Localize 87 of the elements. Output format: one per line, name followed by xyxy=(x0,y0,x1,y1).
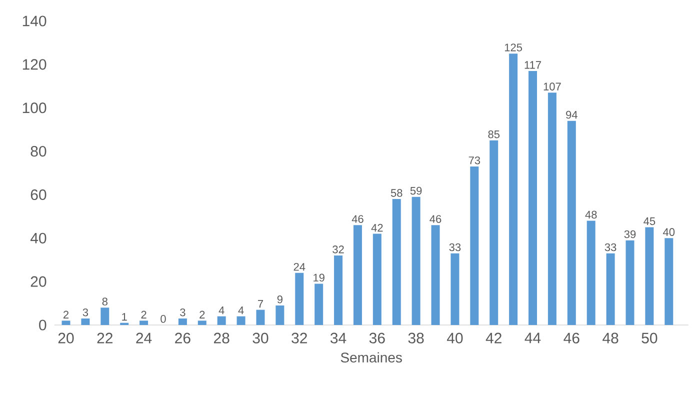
x-tick-label: 30 xyxy=(252,332,268,344)
y-tick-label: 120 xyxy=(22,59,46,70)
bar xyxy=(217,316,226,325)
x-tick-label: 24 xyxy=(136,332,152,344)
x-tick-label: 46 xyxy=(564,332,580,344)
bar xyxy=(295,272,304,325)
x-tick-label: 48 xyxy=(602,332,618,344)
data-label: 40 xyxy=(663,228,675,236)
data-label: 45 xyxy=(644,217,656,226)
data-label: 94 xyxy=(566,110,578,119)
y-tick-label: 80 xyxy=(30,146,46,157)
bar xyxy=(412,196,420,325)
bar xyxy=(645,227,654,325)
x-tick-label: 28 xyxy=(214,332,230,344)
bar xyxy=(470,166,479,325)
x-tick-label: 38 xyxy=(408,332,424,344)
y-tick-label: 140 xyxy=(22,16,46,26)
y-tick-label: 100 xyxy=(22,102,46,114)
data-label: 7 xyxy=(258,300,263,308)
data-label: 3 xyxy=(82,308,88,316)
data-label: 117 xyxy=(524,61,541,69)
bar xyxy=(372,234,382,325)
data-label: 48 xyxy=(585,210,597,219)
bar xyxy=(450,253,460,325)
bar xyxy=(626,240,634,325)
bar xyxy=(81,318,90,325)
bar xyxy=(353,225,362,325)
data-label: 3 xyxy=(180,308,186,316)
data-label: 46 xyxy=(430,215,442,223)
bar xyxy=(314,284,324,325)
bar xyxy=(100,308,110,325)
data-label: 2 xyxy=(200,310,205,318)
data-label: 2 xyxy=(63,310,69,318)
data-label: 0 xyxy=(160,315,166,323)
data-label: 19 xyxy=(314,274,324,282)
bar xyxy=(490,140,498,325)
data-label: 4 xyxy=(218,306,224,314)
x-tick-label: 20 xyxy=(58,332,74,344)
y-tick-label: 40 xyxy=(30,232,46,244)
bar xyxy=(431,225,440,325)
bar xyxy=(586,220,596,325)
x-tick-label: 22 xyxy=(97,332,112,344)
y-tick-label: 20 xyxy=(30,276,46,287)
bar xyxy=(548,92,556,325)
x-tick-label: 50 xyxy=(642,332,658,344)
x-tick-label: 42 xyxy=(486,332,502,344)
x-tick-label: 40 xyxy=(446,332,463,344)
data-label: 8 xyxy=(102,298,108,306)
y-tick-label: 60 xyxy=(30,189,46,200)
bar xyxy=(62,320,70,325)
data-label: 32 xyxy=(332,246,344,254)
x-tick-label: 26 xyxy=(175,332,190,344)
bar xyxy=(178,318,187,325)
data-label: 85 xyxy=(488,130,500,138)
x-tick-label: 34 xyxy=(330,332,346,344)
data-label: 58 xyxy=(390,189,402,197)
data-label: 42 xyxy=(371,224,383,232)
bar xyxy=(509,54,518,325)
data-label: 46 xyxy=(352,215,364,223)
data-label: 59 xyxy=(410,186,422,195)
y-tick-label: 0 xyxy=(39,320,46,330)
data-label: 33 xyxy=(604,243,616,252)
x-tick-label: 36 xyxy=(369,332,385,344)
bar xyxy=(606,253,615,325)
data-label: 2 xyxy=(141,310,146,318)
bar xyxy=(334,256,343,325)
bar xyxy=(276,305,284,325)
bar xyxy=(140,320,148,325)
bar xyxy=(392,199,401,325)
data-label: 9 xyxy=(277,295,282,304)
data-label: 1 xyxy=(122,313,127,321)
x-axis-title: Semaines xyxy=(340,352,402,363)
x-tick-label: 44 xyxy=(524,332,541,344)
bar xyxy=(236,316,246,325)
data-label: 33 xyxy=(449,243,461,252)
bar xyxy=(198,320,206,325)
data-label: 39 xyxy=(624,230,636,238)
data-label: 24 xyxy=(294,262,306,271)
bar xyxy=(256,310,265,325)
data-label: 125 xyxy=(504,44,522,52)
bar xyxy=(528,70,538,325)
bar xyxy=(664,238,674,325)
data-label: 73 xyxy=(468,156,480,164)
data-label: 4 xyxy=(238,306,244,314)
x-tick-label: 32 xyxy=(292,332,307,344)
data-label: 107 xyxy=(544,82,561,90)
bar xyxy=(567,120,576,325)
